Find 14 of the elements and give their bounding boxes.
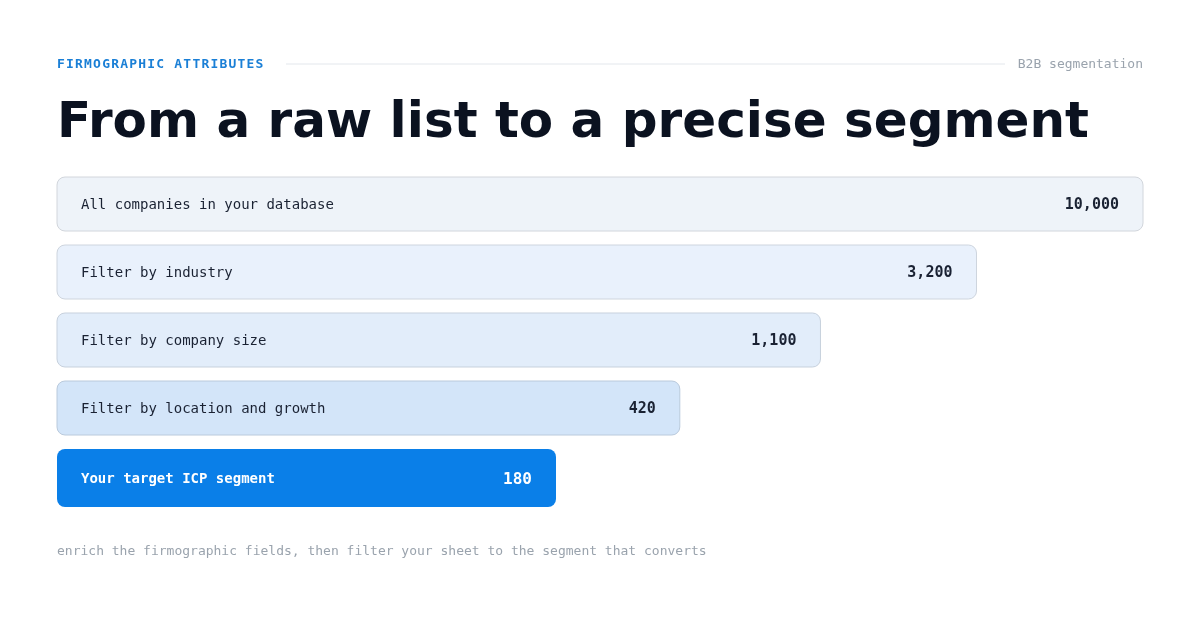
data-label: 3,200: [907, 263, 953, 281]
category-label: All companies in your database: [81, 196, 334, 212]
category-label: Filter by location and growth: [81, 400, 326, 416]
data-label: 1,100: [751, 331, 797, 349]
text: From a raw list to a precise segment: [57, 91, 1089, 149]
data-label: 10,000: [1064, 195, 1119, 213]
text: FIRMOGRAPHIC ATTRIBUTES: [57, 56, 265, 71]
data-label: 420: [628, 399, 656, 417]
category-label: Your target ICP segment: [81, 470, 275, 486]
text: enrich the firmographic fields, then filter your sheet to the segment that converts: [57, 543, 707, 558]
data-label: 180: [503, 468, 532, 488]
category-label: Filter by company size: [81, 332, 267, 348]
text: B2B segmentation: [1017, 56, 1143, 71]
category-label: Filter by industry: [81, 264, 233, 280]
